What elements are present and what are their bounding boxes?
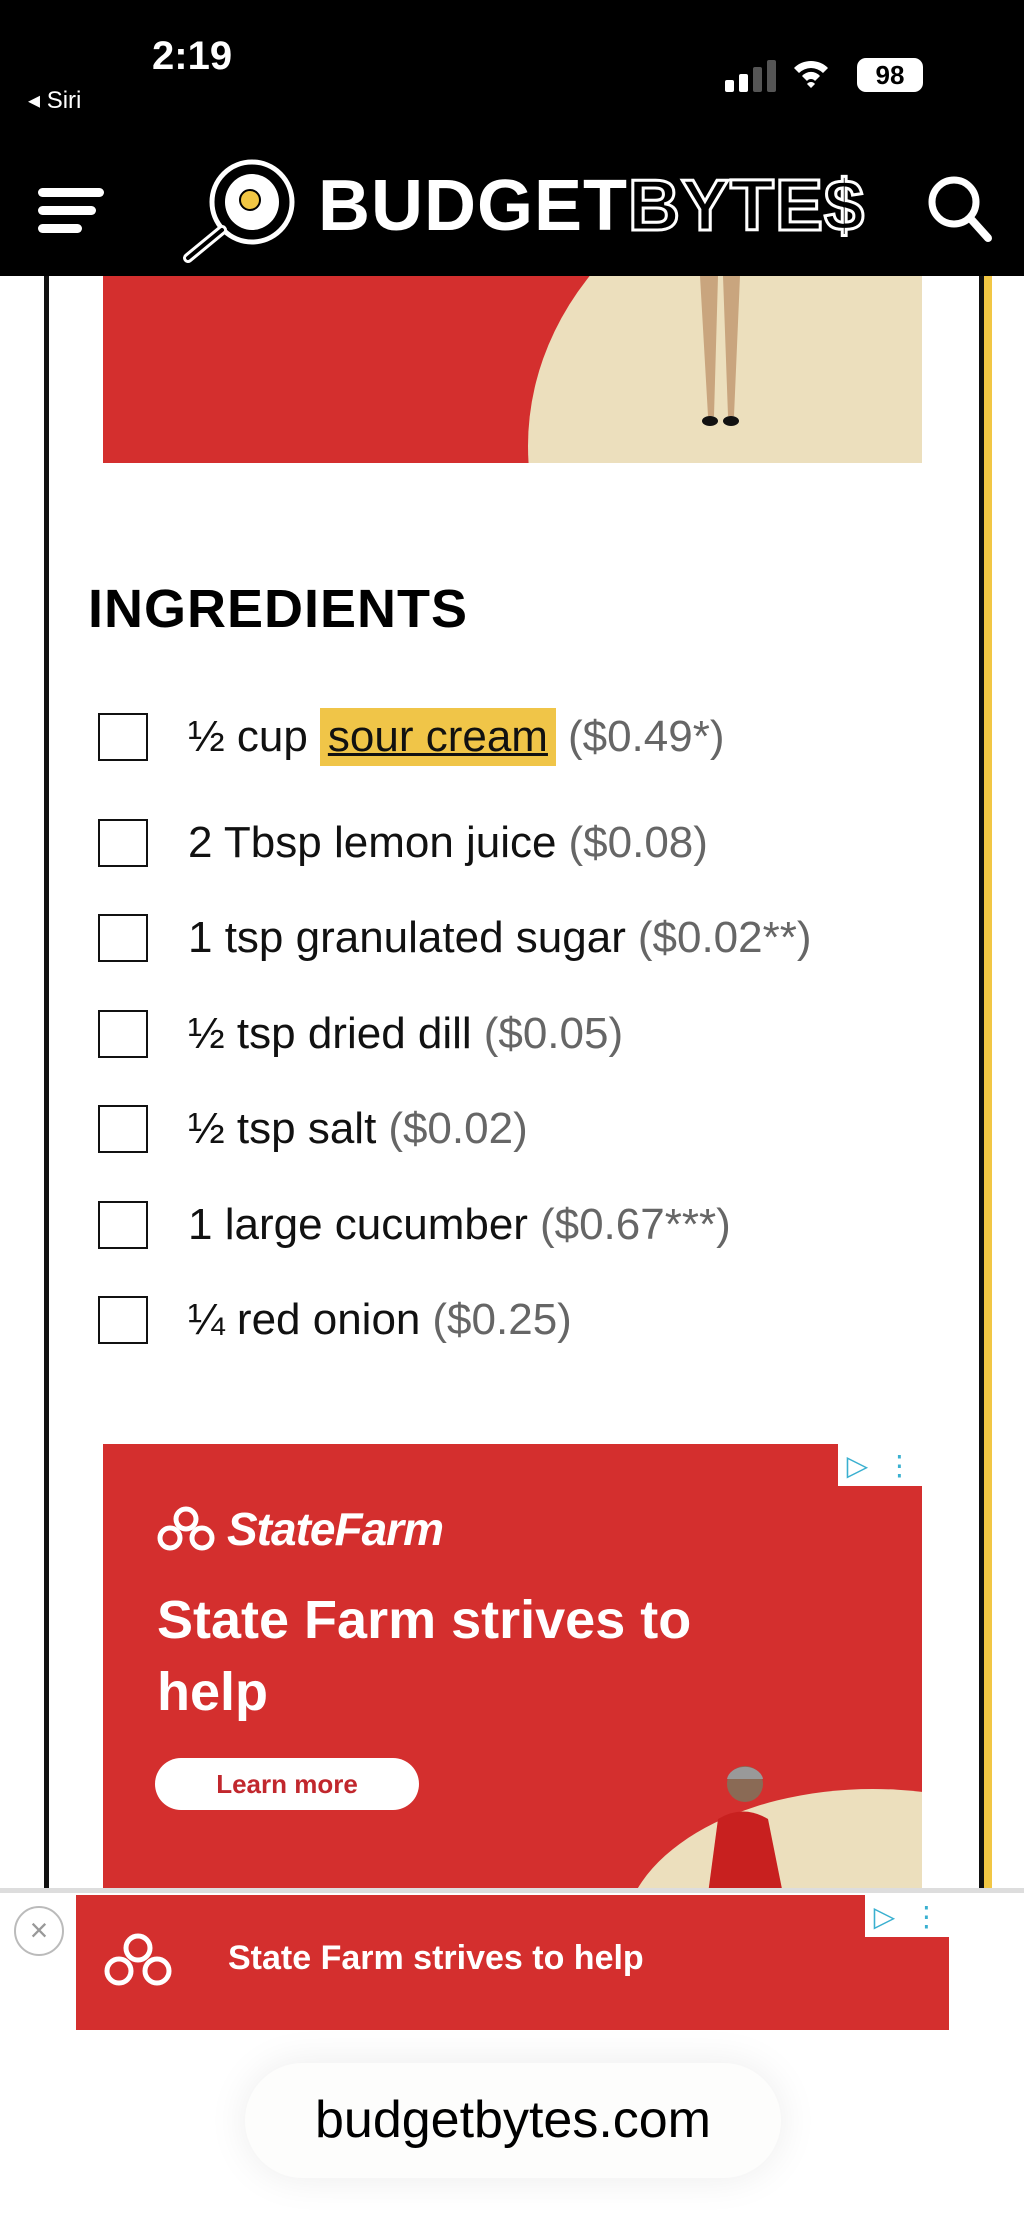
ingredient-checkbox[interactable]: [98, 819, 148, 867]
status-time: 2:19: [152, 34, 233, 78]
state-farm-logo: StateFarm: [155, 1502, 444, 1556]
content-frame: [44, 276, 984, 1892]
ingredient-checkbox[interactable]: [98, 1201, 148, 1249]
ad-headline: State Farm strives to help: [157, 1590, 692, 1722]
adchoices-icon: ▷: [873, 1900, 896, 1932]
address-bar[interactable]: budgetbytes.com: [245, 2063, 781, 2178]
back-to-siri[interactable]: ◂ Siri: [28, 87, 82, 114]
sticky-ad-divider: [0, 1888, 1024, 1893]
ingredient-item: ½ tsp dried dill ($0.05): [98, 1004, 623, 1064]
ingredient-checkbox[interactable]: [98, 713, 148, 761]
ingredient-item: 1 large cucumber ($0.67***): [98, 1195, 731, 1255]
ad-person-image: [700, 276, 740, 426]
ingredient-item: ½ tsp salt ($0.02): [98, 1099, 528, 1159]
site-logo[interactable]: BUDGETBYTE$: [318, 165, 866, 248]
logo-outline: BYTE$: [626, 165, 866, 248]
yellow-edge: [984, 276, 992, 1892]
sticky-ad-text: State Farm strives to help: [228, 1939, 644, 1977]
signal-icon: [725, 60, 777, 92]
state-farm-ad[interactable]: ▷ ⋮ StateFarm State Farm strives to help …: [103, 1444, 922, 1890]
sticky-ad-banner[interactable]: State Farm strives to help ▷ ⋮: [76, 1895, 949, 2030]
ingredient-item: 2 Tbsp lemon juice ($0.08): [98, 813, 708, 873]
ad-choices-button[interactable]: ▷ ⋮: [838, 1444, 922, 1486]
sour-cream-link[interactable]: sour cream: [319, 708, 556, 766]
logo-skillet-icon: [180, 158, 300, 263]
ingredient-checkbox[interactable]: [98, 1105, 148, 1153]
battery-indicator: 98: [857, 58, 923, 92]
logo-bold: BUDGET: [318, 166, 628, 246]
ad-choices-button[interactable]: ▷ ⋮: [865, 1895, 949, 1937]
close-ad-button[interactable]: ×: [14, 1906, 64, 1956]
state-farm-rings-icon: [157, 1506, 215, 1551]
ingredient-checkbox[interactable]: [98, 1296, 148, 1344]
ingredient-item: ½ cup sour cream ($0.49*): [98, 707, 725, 767]
ad-person-image: [708, 1766, 783, 1890]
hamburger-icon: [38, 188, 104, 197]
wifi-icon: [792, 54, 830, 99]
ingredient-item: 1 tsp granulated sugar ($0.02**): [98, 908, 812, 968]
state-farm-rings-icon: [104, 1933, 172, 1986]
ingredient-checkbox[interactable]: [98, 914, 148, 962]
adchoices-icon: ▷: [846, 1449, 869, 1481]
ingredient-checkbox[interactable]: [98, 1010, 148, 1058]
menu-button[interactable]: [38, 188, 104, 234]
learn-more-button[interactable]: Learn more: [155, 1758, 419, 1810]
ingredient-item: ¼ red onion ($0.25): [98, 1290, 572, 1350]
more-options-icon: ⋮: [885, 1449, 914, 1481]
ingredients-heading: INGREDIENTS: [88, 579, 469, 639]
ad-banner-top[interactable]: [103, 276, 922, 463]
top-bar: [0, 0, 1024, 276]
more-options-icon: ⋮: [912, 1900, 941, 1932]
search-button[interactable]: [922, 172, 994, 244]
search-icon: [928, 176, 992, 242]
